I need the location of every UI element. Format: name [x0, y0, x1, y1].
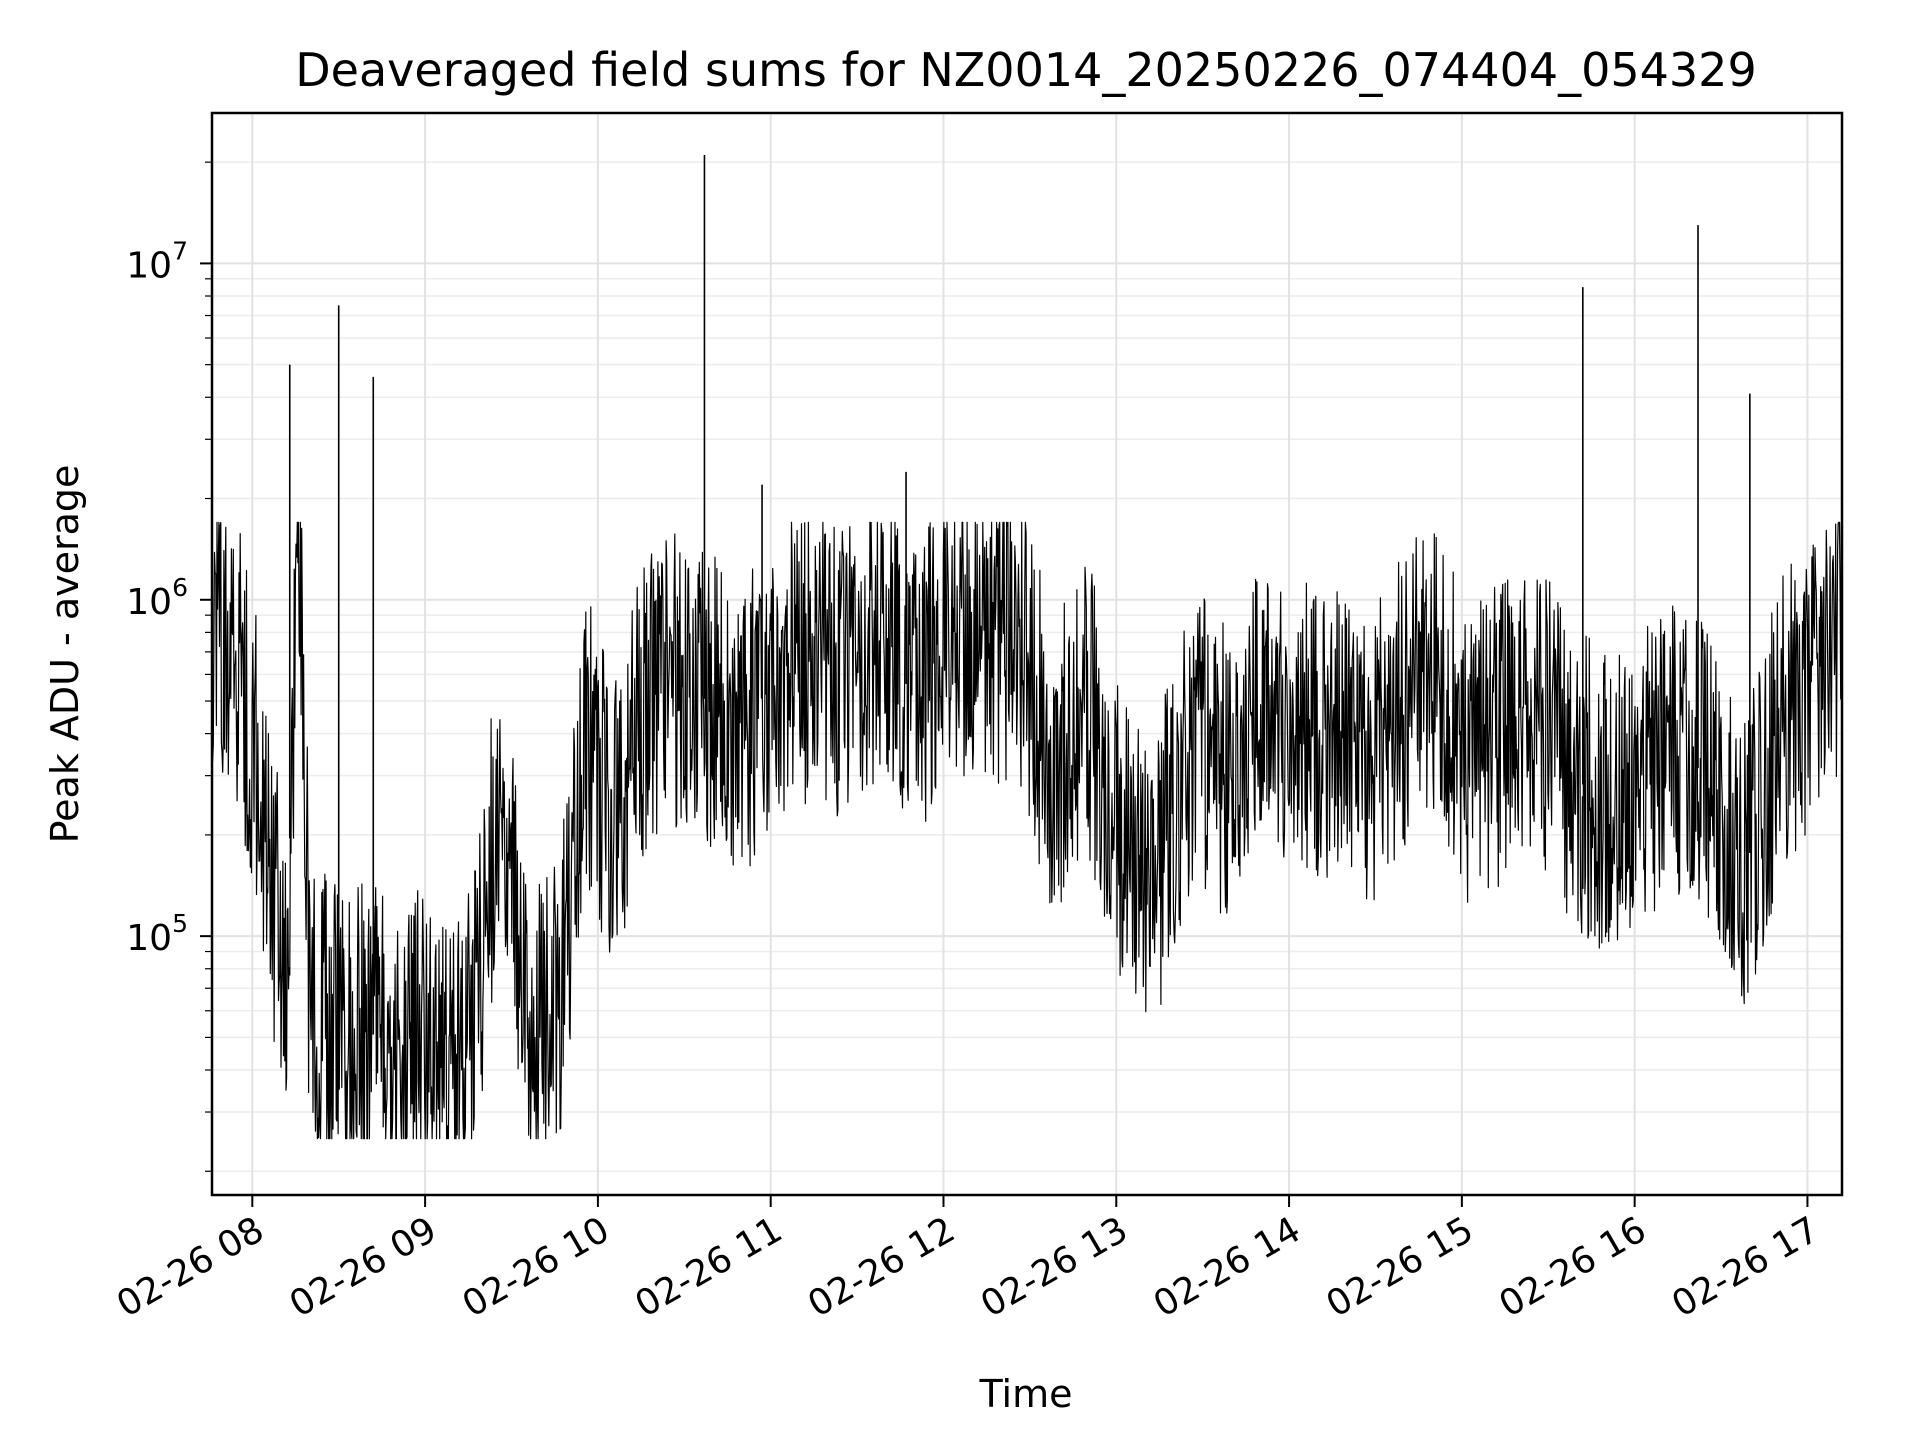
series-layer: [211, 155, 1843, 1140]
x-axis-label: Time: [979, 1372, 1073, 1416]
chart-title: Deaveraged field sums for NZ0014_2025022…: [295, 43, 1756, 97]
plot-area-frame: [210, 111, 1844, 1197]
y-tick-label-exponent: 5: [172, 909, 188, 938]
y-tick-label-exponent: 6: [172, 573, 188, 602]
y-axis-label: Peak ADU - average: [43, 465, 87, 844]
y-tick-label-exponent: 7: [172, 236, 188, 265]
series-line: [211, 521, 1843, 1140]
